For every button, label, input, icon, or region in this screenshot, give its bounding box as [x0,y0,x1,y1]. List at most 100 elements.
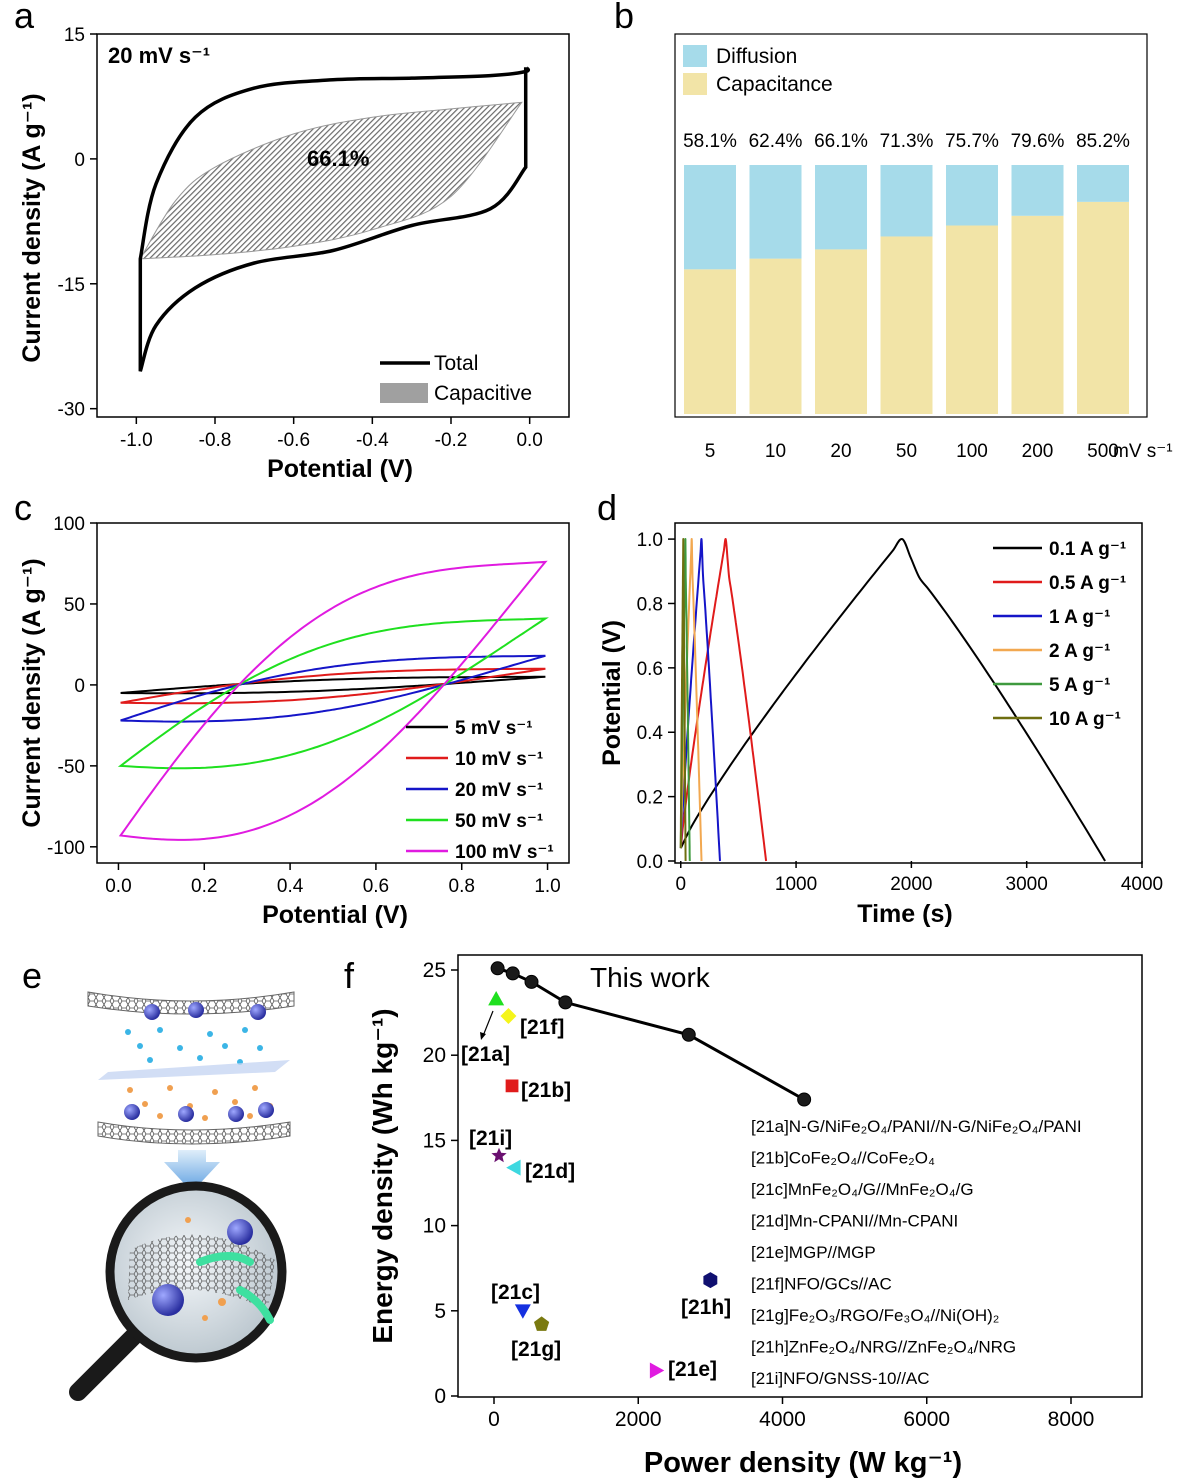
electrode-schematic [87,991,295,1145]
legend-label-diffusion: Diffusion [716,45,797,68]
this-work-point [558,995,573,1010]
legend-label: 2 A g⁻¹ [1049,641,1110,662]
x-tick-label: 100 [956,441,988,462]
y-tick-label: 0.8 [637,594,663,615]
y-tick-label: 100 [53,514,85,535]
y-tick-label: 5 [434,1300,446,1323]
legend-label: 50 mV s⁻¹ [455,811,543,832]
x-axis-title-c: Potential (V) [262,901,408,929]
reference-point-label: [21g] [511,1338,561,1361]
x-tick-label: 50 [896,441,917,462]
y-tick-label: 10 [423,1215,446,1238]
x-tick-label: 4000 [759,1408,806,1431]
y-tick-label: -50 [58,757,85,778]
legend-swatch-diffusion [683,45,707,67]
reference-marker [488,990,505,1006]
bar-percent-label: 71.3% [880,131,934,152]
bars-b: 58.1% 5 62.4% 10 66.1% 20 71.3% 50 75.7% 100 79.6%… [683,131,1130,462]
y-axis-title-f: Energy density (Wh kg⁻¹) [367,1008,398,1343]
capacitive-area [139,101,523,260]
x-tick-label: 10 [765,441,786,462]
bar-capacitance [815,249,867,414]
panel-c: c 0.0 0.2 0.4 0.6 0.8 1.0 100 50 0 -50 -100 5 mV s… [14,487,570,929]
y-tick-label: -15 [58,275,85,296]
x-tick-label: 2000 [890,874,932,895]
y-tick-label: 50 [64,595,85,616]
reference-point-label: [21c] [491,1281,540,1304]
legend-label: 10 mV s⁻¹ [455,749,543,770]
x-tick-label: 0.0 [516,430,542,451]
x-tick-label: -1.0 [120,430,153,451]
x-tick-label: 200 [1022,441,1054,462]
x-tick-label: -0.6 [277,430,310,451]
bar-percent-label: 85.2% [1076,131,1130,152]
bar-diffusion [749,165,802,259]
scan-rate-annotation: 20 mV s⁻¹ [108,43,210,68]
reference-point-label: [21e] [668,1358,717,1381]
legend-label-capacitive: Capacitive [434,382,532,405]
reference-marker [491,1147,507,1163]
x-tick-label: 2000 [615,1408,662,1431]
x-axis-title-f: Power density (W kg⁻¹) [644,1447,962,1479]
cv-curve-3 [120,654,546,723]
bar-diffusion [815,165,867,250]
bar-diffusion [946,165,998,226]
this-work-point [505,966,520,981]
down-arrow-icon [164,1150,220,1192]
legend-label-total: Total [434,352,478,375]
x-tick-label: -0.4 [356,430,389,451]
bar-diffusion [1077,165,1129,202]
x-tick-label: -0.2 [435,430,468,451]
bar-capacitance [1011,215,1064,414]
legend-label: 100 mV s⁻¹ [455,842,554,863]
reference-marker [534,1316,550,1331]
x-tick-label: 1000 [775,874,817,895]
reference-list-item: [21a]N-G/NiFe₂O₄/PANI//N-G/NiFe₂O₄/PANI [751,1117,1082,1136]
reference-marker [649,1362,665,1379]
y-axis-title-c: Current density (A g⁻¹) [18,558,46,827]
reference-point-label: [21f] [520,1016,564,1039]
panel-label-f: f [344,955,355,996]
reference-point-label: [21d] [525,1160,575,1183]
panel-e: e [22,955,295,1401]
cv-curve-2 [120,667,546,705]
bar-capacitance [1077,201,1129,414]
panel-b: b Diffusion Capacitance 58.1% 5 62.4% 10 66.… [614,0,1173,462]
cv-curve-4 [117,617,550,770]
axes-ticks-c: 0.0 0.2 0.4 0.6 0.8 1.0 100 50 0 -50 -100 [47,514,561,897]
x-tick-label: 0.8 [449,876,475,897]
legend-label: 10 A g⁻¹ [1049,709,1121,730]
reference-list-item: [21d]Mn-CPANI//Mn-CPANI [751,1212,958,1231]
bar-capacitance [880,236,933,414]
bar-diffusion [1011,165,1064,216]
y-tick-label: 0.0 [637,852,663,873]
total-cv-curve [138,66,531,372]
legend-d: 0.1 A g⁻¹ 0.5 A g⁻¹ 1 A g⁻¹ 2 A g⁻¹ 5 A g⁻¹ 1… [993,539,1126,730]
this-work-label: This work [590,962,711,993]
x-axis-title-a: Potential (V) [267,455,413,483]
y-tick-label: 25 [423,959,446,982]
reference-point-label: [21b] [521,1079,571,1102]
legend-c: 5 mV s⁻¹ 10 mV s⁻¹ 20 mV s⁻¹ 50 mV s⁻¹ 100 m… [406,718,554,863]
panel-label-a: a [14,0,35,36]
panel-a: a -1.0 -0.8 -0.6 -0.4 -0.2 0.0 15 0 -15 -30 20 mV… [14,0,570,483]
x-tick-label: 1.0 [534,876,560,897]
reference-list-item: [21g]Fe₂O₃/RGO/Fe₃O₄//Ni(OH)₂ [751,1306,999,1325]
bar-capacitance [946,225,998,414]
bar-capacitance [684,269,736,414]
reference-marker [514,1304,531,1319]
reference-marker [506,1159,521,1176]
x-tick-label: 500 [1087,441,1119,462]
bar-percent-label: 66.1% [814,131,868,152]
x-tick-label: 0 [488,1408,500,1431]
y-tick-label: 0 [434,1385,446,1408]
reference-marker [703,1272,718,1289]
reference-list-item: [21f]NFO/GCs//AC [751,1275,892,1294]
x-axis-title-d: Time (s) [857,900,952,928]
bar-percent-label: 75.7% [945,131,999,152]
cv-curve-5 [118,560,548,841]
legend-label-capacitance: Capacitance [716,73,833,96]
x-tick-label: 6000 [903,1408,950,1431]
x-tick-label: 0 [675,874,686,895]
gcd-curve-6 [679,538,687,862]
